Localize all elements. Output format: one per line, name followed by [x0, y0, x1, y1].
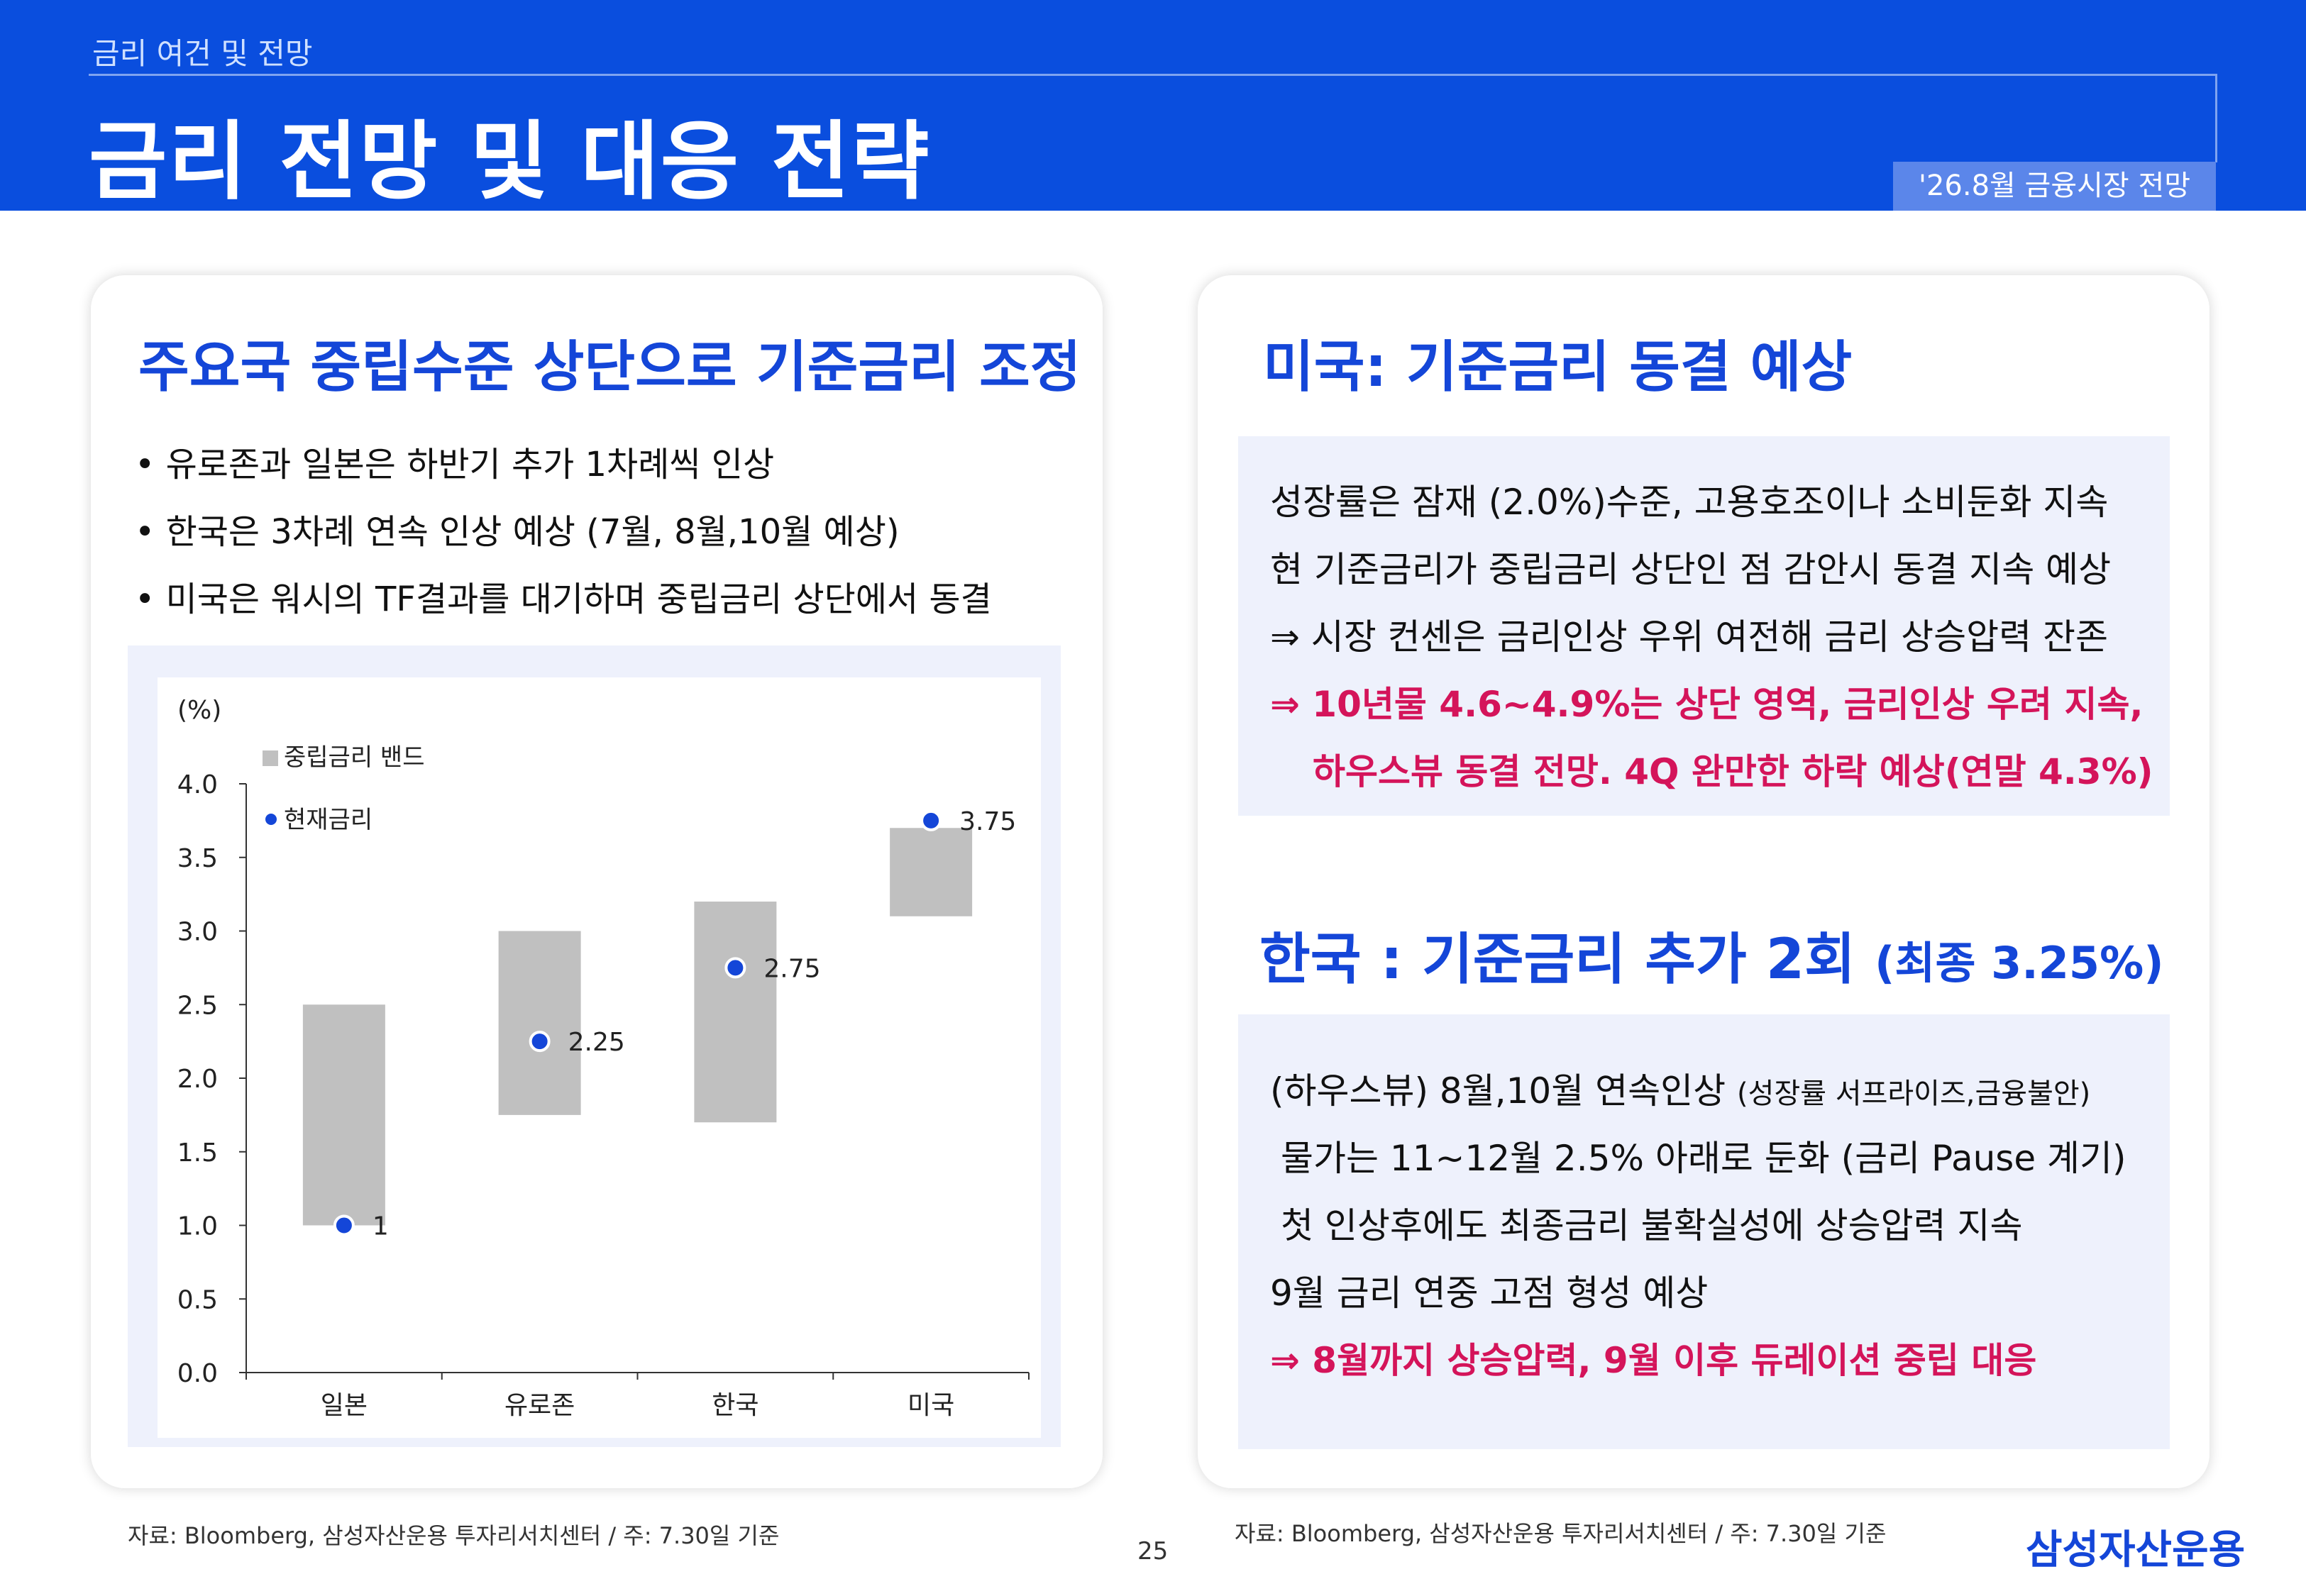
bullet-2: • 한국은 3차례 연속 인상 예상 (7월, 8월,10월 예상) [135, 512, 900, 552]
legend-point-label: 현재금리 [284, 806, 373, 834]
y-tick-label: 0.5 [177, 1285, 218, 1314]
range-chart: (%)0.00.51.01.52.02.53.03.54.0일본 유로존 한국 미국 … [158, 677, 1041, 1438]
page-number: 25 [1137, 1537, 1169, 1565]
point-label: 2.75 [763, 954, 820, 983]
us-line-3: ⇒ 시장 컨센은 금리인상 우위 여전해 금리 상승압력 잔존 [1270, 616, 2109, 658]
y-tick-label: 1.5 [177, 1138, 218, 1168]
us-panel [1238, 436, 2170, 816]
kr-line-4: 9월 금리 연중 고점 형성 예상 [1270, 1273, 1709, 1314]
left-source-note: 자료: Bloomberg, 삼성자산운용 투자리서치센터 / 주: 7.30일… [128, 1522, 780, 1549]
us-highlight-2: 하우스뷰 동결 전망. 4Q 완만한 하락 예상(연말 4.3%) [1313, 751, 2153, 792]
header-divider [89, 74, 2217, 76]
y-tick-label: 2.5 [177, 991, 218, 1020]
kr-line-3: 첫 인상후에도 최종금리 불확실성에 상승압력 지속 [1281, 1205, 2023, 1246]
neutral-rate-band [498, 931, 581, 1115]
y-tick-label: 0.0 [177, 1359, 218, 1388]
neutral-rate-band [302, 1004, 385, 1226]
y-tick-label: 1.0 [177, 1212, 218, 1241]
y-tick-label: 3.5 [177, 844, 218, 873]
company-logo: 삼성자산운용 [2026, 1527, 2246, 1573]
kr-line-1-note: (성장률 서프라이즈,금융불안) [1737, 1077, 2091, 1110]
current-rate-point [529, 1031, 551, 1053]
kr-line-2: 물가는 11~12월 2.5% 아래로 둔화 (금리 Pause 계기) [1281, 1138, 2126, 1179]
legend-band-swatch [263, 750, 278, 766]
kr-panel [1238, 1014, 2170, 1449]
kr-line-1: (하우스뷰) 8월,10월 연속인상 (성장률 서프라이즈,금융불안) [1270, 1063, 2090, 1114]
us-title: 미국: 기준금리 동결 예상 [1263, 336, 1853, 399]
kr-title-main: 한국 : 기준금리 추가 2회 [1259, 928, 1855, 992]
kr-title: 한국 : 기준금리 추가 2회 (최종 3.25%) [1259, 915, 2164, 994]
bullet-3: • 미국은 워시의 TF결과를 대기하며 중립금리 상단에서 동결 [135, 580, 992, 619]
y-tick-label: 2.0 [177, 1065, 218, 1094]
y-axis-label: (%) [177, 696, 221, 725]
current-rate-point [920, 809, 942, 831]
legend-band-label: 중립금리 밴드 [284, 743, 425, 772]
point-label: 2.25 [568, 1028, 625, 1057]
right-source-note: 자료: Bloomberg, 삼성자산운용 투자리서치센터 / 주: 7.30일… [1235, 1520, 1887, 1547]
neutral-rate-band [694, 902, 777, 1123]
y-tick-label: 4.0 [177, 770, 218, 799]
x-tick-label: 유로존 [504, 1391, 575, 1420]
header-bar: 금리 여건 및 전망 금리 전망 및 대응 전략 '26.8월 금융시장 전망 [0, 0, 2306, 211]
kr-line-1-main: (하우스뷰) 8월,10월 연속인상 [1270, 1070, 1726, 1112]
x-tick-label: 한국 [712, 1391, 758, 1420]
us-line-2: 현 기준금리가 중립금리 상단인 점 감안시 동결 지속 예상 [1270, 549, 2112, 590]
kr-highlight: ⇒ 8월까지 상승압력, 9월 이후 듀레이션 중립 대응 [1270, 1340, 2037, 1381]
legend-point-swatch [265, 814, 277, 825]
point-label: 1 [373, 1212, 389, 1241]
page-title: 금리 전망 및 대응 전략 [89, 113, 931, 211]
kr-title-sub: (최종 3.25%) [1875, 937, 2164, 989]
us-highlight-1: ⇒ 10년물 4.6~4.9%는 상단 영역, 금리인상 우려 지속, [1270, 684, 2144, 725]
section-label: 금리 여건 및 전망 [92, 36, 313, 71]
x-tick-label: 일본 [321, 1391, 368, 1420]
bullet-1: • 유로존과 일본은 하반기 추가 1차례씩 인상 [135, 445, 775, 484]
neutral-rate-band [890, 828, 973, 916]
left-card-title: 주요국 중립수준 상단으로 기준금리 조정 [138, 336, 1081, 399]
current-rate-point [724, 957, 746, 979]
header-divider-vertical [2215, 74, 2217, 162]
us-line-1: 성장률은 잠재 (2.0%)수준, 고용호조이나 소비둔화 지속 [1270, 482, 2109, 523]
current-rate-point [333, 1214, 355, 1236]
report-tag: '26.8월 금융시장 전망 [1893, 162, 2216, 211]
x-tick-label: 미국 [907, 1391, 954, 1420]
point-label: 3.75 [959, 807, 1016, 836]
y-tick-label: 3.0 [177, 918, 218, 947]
